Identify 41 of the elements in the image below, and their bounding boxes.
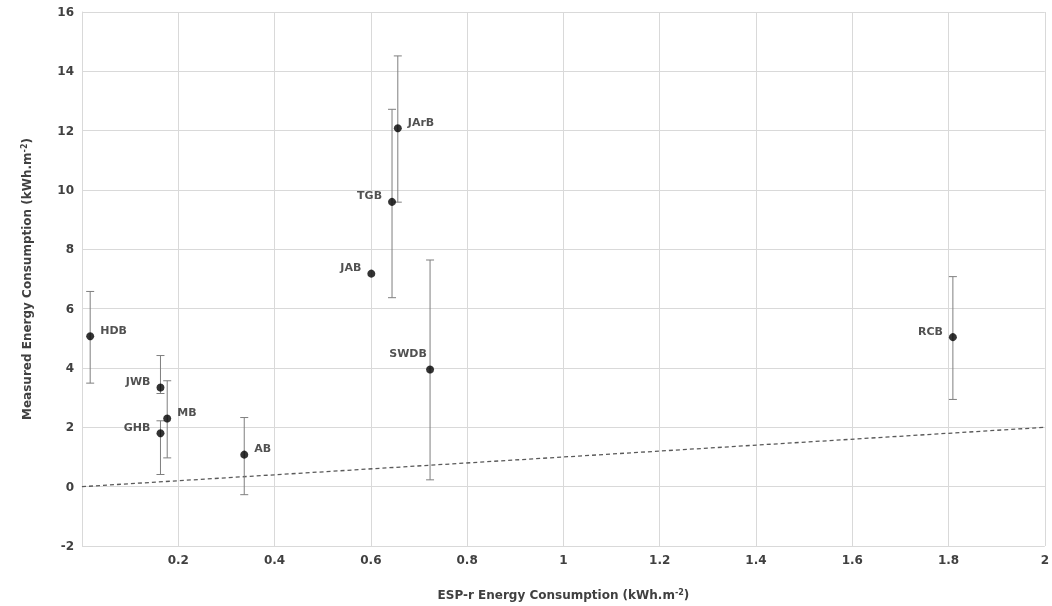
x-tick-label: 0.6 [360, 553, 382, 567]
annotation: RCB [917, 324, 943, 338]
annotation: JWB [124, 375, 151, 389]
point [156, 383, 165, 392]
annotation: GHB [123, 420, 151, 434]
x-tick-label: 1.4 [745, 553, 767, 567]
y-tick-label: 6 [65, 301, 74, 316]
y-axis-title: Measured Energy Consumption (kWh.m-2) [19, 138, 34, 420]
x-tick-label: 0.2 [167, 553, 189, 567]
x-tick-label: 0.4 [263, 553, 286, 567]
x-tick-label: 1.8 [937, 553, 960, 567]
y-tick-label: 14 [57, 64, 74, 79]
x-tick-label: 0.8 [456, 553, 478, 567]
annotation: JAB [339, 261, 362, 275]
annotation: HDB [100, 323, 127, 337]
y-tick-label: 2 [65, 420, 74, 435]
point [86, 332, 95, 341]
y-tick-label: 12 [57, 123, 74, 138]
point [388, 197, 397, 206]
x-tick-label: 1 [559, 553, 568, 567]
y-tick-label: 16 [57, 5, 74, 19]
y-tick-label: 0 [65, 479, 74, 494]
point [426, 365, 435, 374]
point [240, 450, 249, 459]
point [367, 269, 376, 278]
point [393, 124, 402, 133]
point [948, 333, 957, 342]
x-tick-label: 2 [1040, 553, 1049, 567]
annotation: MB [177, 405, 197, 419]
y-tick-label: 10 [57, 183, 74, 197]
x-tick-label: 1.6 [841, 553, 863, 567]
x-tick-label: 1.2 [649, 553, 671, 567]
annotation: JArB [406, 115, 435, 129]
y-tick-label: 8 [65, 242, 74, 257]
annotation: SWDB [389, 347, 427, 361]
annotation: TGB [357, 189, 383, 203]
y-tick-label: 4 [65, 361, 74, 375]
point [156, 429, 165, 438]
annotation: AB [254, 442, 272, 456]
y-tick-label: -2 [60, 539, 74, 553]
point [163, 414, 172, 423]
